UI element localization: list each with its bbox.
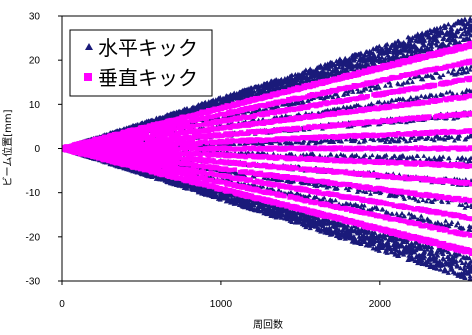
x-axis-ticks: 0 1000 2000 bbox=[59, 281, 391, 310]
series-vertical-kick-points bbox=[62, 40, 472, 257]
y-tick-label: -10 bbox=[26, 188, 41, 199]
y-tick-label: -20 bbox=[26, 232, 41, 243]
y-tick-label: 30 bbox=[29, 12, 41, 23]
y-tick-label: 20 bbox=[29, 56, 41, 67]
x-tick-label: 1000 bbox=[210, 299, 233, 310]
x-tick-label: 2000 bbox=[369, 299, 392, 310]
y-axis-ticks: 30 20 10 0 -10 -20 -30 bbox=[26, 12, 62, 288]
y-tick-label: -30 bbox=[26, 277, 41, 288]
plot-area bbox=[62, 16, 472, 281]
y-axis-title: ビーム位置[mm] bbox=[1, 109, 14, 186]
legend-box bbox=[69, 29, 213, 97]
legend-label-vertical-kick: 垂直キック bbox=[98, 66, 198, 90]
y-tick-label: 0 bbox=[34, 144, 40, 155]
series-vertical-kick bbox=[62, 40, 472, 257]
legend-marker-horizontal-kick bbox=[85, 43, 93, 50]
x-axis-title: 周回数 bbox=[253, 318, 283, 331]
x-tick-label: 0 bbox=[59, 299, 65, 310]
legend: 水平キック 垂直キック bbox=[69, 29, 213, 97]
y-tick-label: 10 bbox=[29, 100, 41, 111]
legend-label-horizontal-kick: 水平キック bbox=[98, 36, 198, 60]
legend-marker-vertical-kick bbox=[84, 73, 92, 81]
